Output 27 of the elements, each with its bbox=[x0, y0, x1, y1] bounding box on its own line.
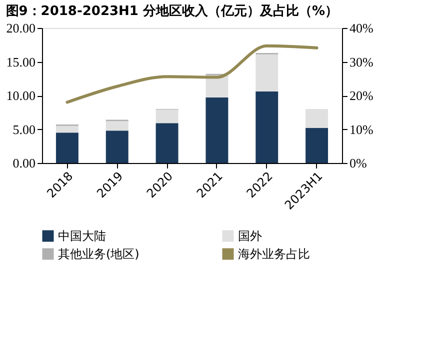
y-tick-label: 5.00 bbox=[12, 122, 36, 137]
legend-label: 海外业务占比 bbox=[238, 247, 310, 261]
bar bbox=[256, 91, 278, 163]
y2-tick-label: 40% bbox=[350, 20, 374, 36]
y-tick-label: 0.00 bbox=[12, 156, 36, 170]
y-tick-label: 15.00 bbox=[6, 54, 36, 70]
legend-label: 国外 bbox=[238, 229, 262, 243]
line-series bbox=[66, 44, 318, 104]
legend-label: 其他业务(地区) bbox=[58, 247, 140, 261]
y2-tick-label: 10% bbox=[350, 122, 374, 137]
y2-tick-label: 0% bbox=[350, 156, 367, 170]
bar bbox=[156, 110, 178, 124]
chart-title: 图9：2018-2023H1 分地区收入（亿元）及占比（%） bbox=[6, 3, 338, 19]
y2-tick-label: 20% bbox=[350, 88, 374, 103]
bar bbox=[306, 128, 328, 163]
bar bbox=[56, 126, 78, 133]
bar bbox=[56, 132, 78, 163]
bar bbox=[156, 123, 178, 163]
legend-label: 中国大陆 bbox=[58, 229, 106, 243]
bar bbox=[256, 54, 278, 92]
y-tick-label: 20.00 bbox=[6, 20, 36, 36]
y2-tick-label: 30% bbox=[350, 54, 374, 70]
bar bbox=[106, 121, 128, 131]
bar bbox=[106, 130, 128, 163]
y-tick-label: 10.00 bbox=[6, 88, 36, 103]
bar bbox=[206, 98, 228, 163]
bar bbox=[306, 109, 328, 128]
